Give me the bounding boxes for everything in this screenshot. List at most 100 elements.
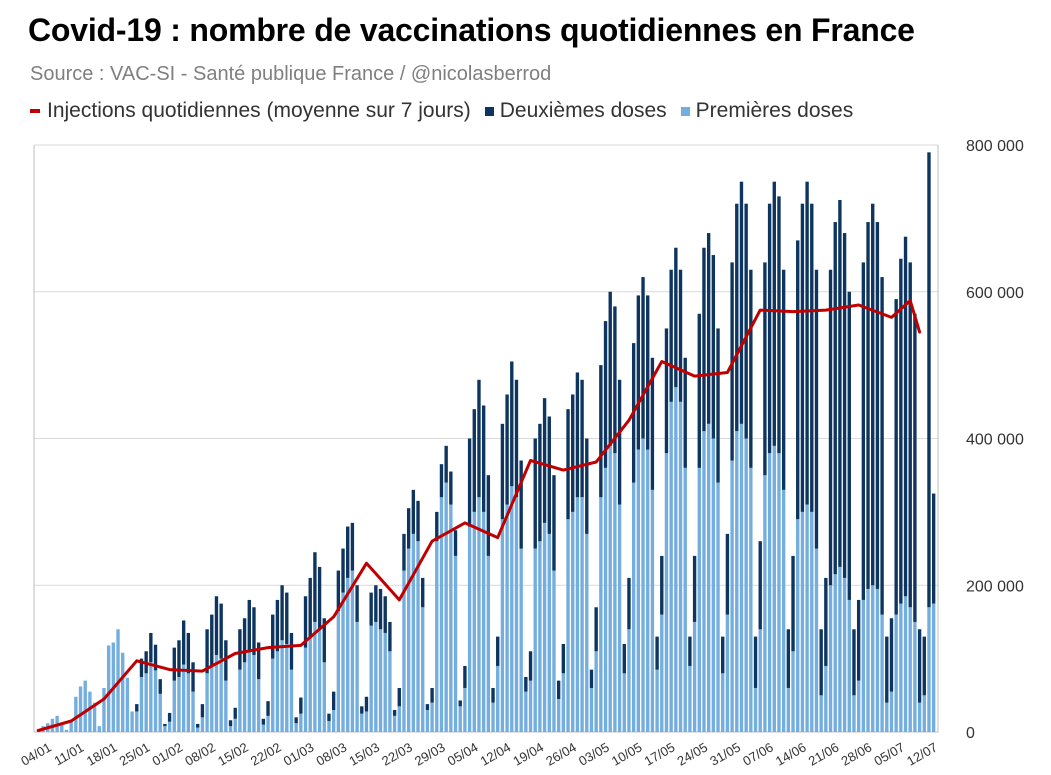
bar-second-dose: [327, 713, 331, 721]
bar-second-dose: [322, 618, 326, 663]
bar-first-dose: [425, 709, 430, 732]
bar-second-dose: [866, 222, 870, 589]
bar-first-dose: [744, 438, 748, 732]
bar-first-dose: [453, 555, 458, 732]
bar-second-dose: [814, 269, 819, 549]
bar-first-dose: [739, 423, 744, 732]
bar-first-dose: [500, 519, 505, 732]
bar-first-dose: [800, 511, 805, 732]
bar-second-dose: [538, 423, 542, 542]
bar-first-dose: [435, 541, 439, 732]
bar-second-dose: [688, 636, 692, 666]
bar-first-dose: [121, 652, 125, 732]
bar-second-dose: [664, 328, 669, 454]
bar-first-dose: [196, 727, 200, 732]
bar-second-dose: [922, 636, 926, 696]
bar-second-dose: [749, 269, 753, 468]
bar-second-dose: [763, 262, 767, 476]
bar-second-dose: [200, 704, 205, 718]
bar-first-dose: [163, 726, 167, 732]
bar-second-dose: [856, 599, 861, 681]
bar-first-dose: [92, 702, 97, 732]
bar-first-dose: [350, 570, 355, 732]
bar-second-dose: [496, 636, 500, 666]
bar-first-dose: [486, 555, 491, 732]
bar-second-dose: [758, 541, 762, 630]
bar-second-dose: [838, 200, 842, 567]
bar-first-dose: [275, 651, 280, 732]
x-tick-label: 31/05: [707, 739, 743, 768]
bar-second-dose: [149, 632, 153, 663]
bar-first-dose: [252, 654, 256, 732]
bar-second-dose: [163, 723, 167, 727]
bar-first-dose: [674, 387, 678, 732]
x-tick-label: 10/05: [609, 739, 645, 768]
bar-second-dose: [299, 697, 303, 714]
bar-first-dose: [303, 647, 308, 732]
bar-second-dose: [196, 723, 200, 728]
bar-second-dose: [453, 530, 458, 556]
bar-second-dose: [467, 438, 472, 527]
x-tick-label: 18/01: [84, 739, 120, 768]
bar-first-dose: [871, 585, 875, 732]
y-tick-label: 800 000: [966, 138, 1024, 155]
bar-first-dose: [880, 614, 884, 732]
bar-first-dose: [491, 702, 495, 732]
bar-first-dose: [805, 504, 809, 732]
bar-second-dose: [589, 669, 594, 688]
bar-second-dose: [425, 704, 430, 710]
bar-first-dose: [74, 696, 78, 732]
bar-first-dose: [777, 453, 781, 732]
bar-second-dose: [350, 522, 355, 571]
bar-first-dose: [796, 519, 800, 732]
x-tick-label: 29/03: [412, 739, 448, 768]
bar-second-dose: [547, 416, 551, 534]
bar-first-dose: [247, 651, 251, 732]
bar-first-dose: [655, 669, 659, 732]
bar-first-dose: [210, 665, 214, 732]
bar-first-dose: [894, 614, 898, 732]
bar-second-dose: [336, 570, 341, 611]
bar-first-dose: [697, 467, 701, 732]
y-tick-label: 200 000: [966, 578, 1024, 595]
bar-first-dose: [463, 687, 467, 732]
bar-second-dose: [355, 585, 359, 622]
bar-second-dose: [331, 691, 336, 710]
bar-second-dose: [167, 712, 172, 722]
x-tick-label: 26/04: [543, 739, 579, 768]
bar-second-dose: [594, 607, 598, 652]
bar-second-dose: [228, 720, 233, 727]
x-tick-label: 14/06: [773, 739, 809, 768]
bar-first-dose: [660, 614, 664, 732]
bar-first-dose: [749, 467, 753, 732]
bar-first-dose: [102, 687, 106, 732]
x-tick-label: 01/03: [281, 739, 317, 768]
x-tick-label: 22/03: [379, 739, 415, 768]
bar-second-dose: [289, 632, 294, 670]
bar-second-dose: [847, 291, 851, 600]
x-tick-label: 05/07: [871, 739, 907, 768]
bar-first-dose: [294, 723, 298, 732]
bar-first-dose: [636, 449, 641, 732]
bar-second-dose: [449, 471, 453, 505]
bar-first-dose: [688, 665, 692, 732]
bar-first-dose: [889, 691, 894, 732]
bar-first-dose: [524, 691, 528, 732]
bar-first-dose: [613, 453, 617, 732]
bar-first-dose: [608, 445, 612, 732]
bar-first-dose: [308, 636, 312, 732]
bar-first-dose: [364, 711, 369, 732]
bar-second-dose: [580, 379, 584, 498]
bar-second-dose: [552, 475, 556, 571]
bar-first-dose: [97, 726, 101, 732]
bar-second-dose: [139, 658, 144, 677]
x-tick-label: 22/02: [248, 739, 284, 768]
bar-second-dose: [308, 577, 312, 637]
bar-first-dose: [280, 640, 284, 732]
x-tick-label: 21/06: [806, 739, 842, 768]
bar-second-dose: [510, 361, 514, 487]
bar-second-dose: [303, 596, 308, 648]
bar-second-dose: [430, 687, 434, 703]
x-tick-label: 12/07: [904, 739, 940, 768]
